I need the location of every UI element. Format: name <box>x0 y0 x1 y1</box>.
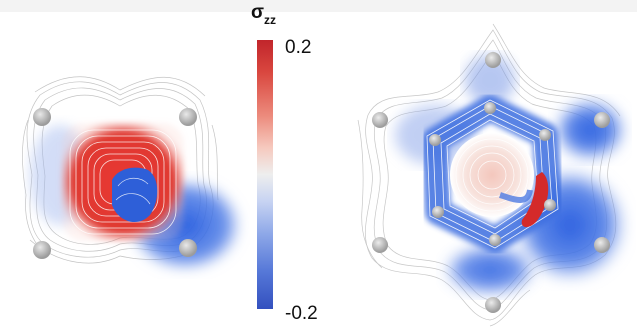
right-atom-bottom <box>485 297 501 313</box>
right-red-crescent <box>521 172 549 228</box>
colorbar-title: σzz <box>250 2 281 27</box>
left-atom-top-right <box>179 108 197 126</box>
left-atom-bottom-left <box>33 241 51 259</box>
left-atom-top-left <box>33 108 51 126</box>
colorbar-gradient <box>257 40 273 309</box>
right-blue-lobe-top <box>465 55 515 105</box>
right-atom-upper-left <box>372 112 388 128</box>
right-ring-atoms <box>429 102 556 246</box>
right-stress-svg <box>357 23 625 327</box>
colorbar-max-label: 0.2 <box>285 37 312 58</box>
left-stress-svg <box>22 76 240 270</box>
right-center-region <box>450 133 534 217</box>
right-blue-lobe-bottom <box>445 245 535 295</box>
right-atom-lower-left <box>372 237 388 253</box>
colorbar: σzz 0.2 -0.2 <box>250 0 350 332</box>
right-atom-lower-right <box>594 237 610 253</box>
left-atom-bottom-right <box>179 239 197 257</box>
right-atom-upper-right <box>594 112 610 128</box>
right-stress-map <box>350 0 637 332</box>
colorbar-symbol: σ <box>251 2 264 23</box>
colorbar-subscript: zz <box>264 13 276 27</box>
colorbar-min-label: -0.2 <box>285 303 318 324</box>
left-stress-map <box>0 0 250 332</box>
right-center-loops <box>455 138 529 212</box>
top-strip <box>0 0 637 12</box>
left-blue-core <box>112 167 158 223</box>
right-atom-top <box>485 52 501 68</box>
right-blue-lobe-upper <box>555 100 625 160</box>
